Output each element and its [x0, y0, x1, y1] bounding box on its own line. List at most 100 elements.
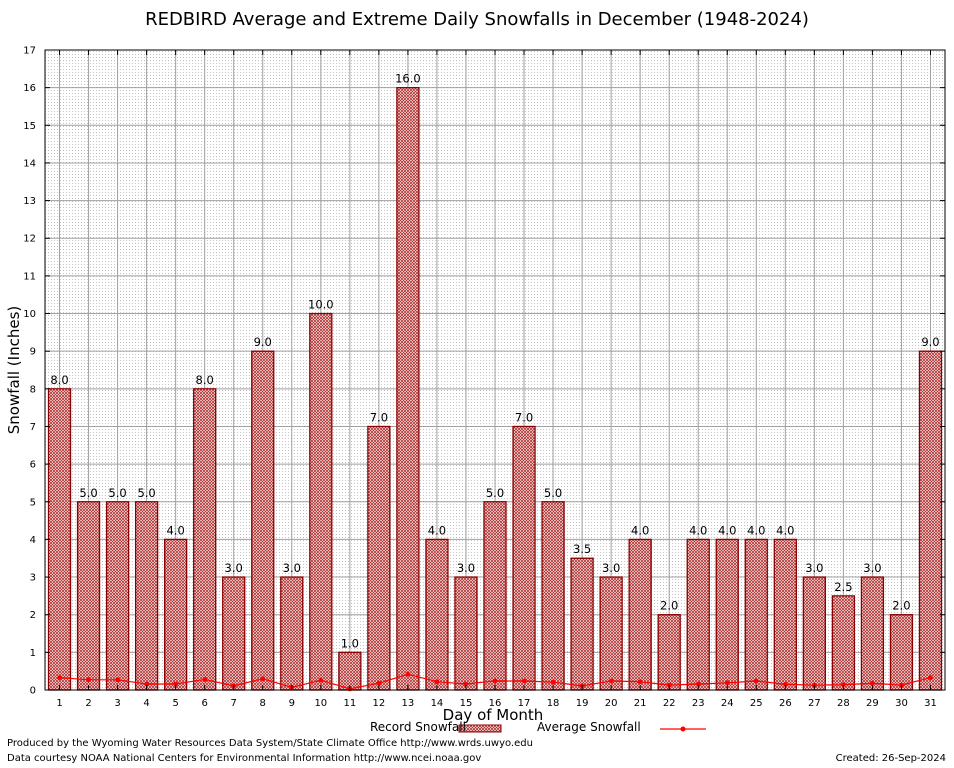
x-tick-label: 27 — [808, 698, 821, 709]
x-tick-label: 15 — [460, 698, 473, 709]
y-tick-label: 7 — [30, 422, 36, 433]
record-bar — [628, 538, 652, 691]
bar-value-label: 3.0 — [457, 561, 475, 575]
record-bar — [686, 538, 710, 691]
bar-value-label: 4.0 — [166, 523, 184, 537]
x-tick-label: 9 — [289, 698, 295, 709]
y-tick-label: 2 — [30, 610, 36, 621]
record-bar — [483, 501, 507, 691]
bar-value-label: 7.0 — [370, 410, 388, 424]
bar-value-label: 2.5 — [834, 580, 852, 594]
bar-value-label: 5.0 — [108, 486, 126, 500]
average-point — [782, 681, 788, 687]
x-tick-label: 19 — [576, 698, 589, 709]
x-tick-label: 30 — [895, 698, 908, 709]
y-tick-label: 4 — [30, 535, 36, 546]
legend-average-marker — [680, 726, 686, 732]
average-point — [637, 679, 643, 685]
record-bar — [251, 350, 275, 691]
x-tick-label: 5 — [172, 698, 178, 709]
x-tick-label: 8 — [260, 698, 266, 709]
record-bar — [715, 538, 739, 691]
y-tick-label: 1 — [30, 648, 36, 659]
average-point — [173, 681, 179, 687]
y-tick-label: 12 — [23, 234, 36, 245]
x-tick-label: 7 — [231, 698, 237, 709]
average-point — [115, 677, 120, 683]
y-tick-label: 17 — [23, 46, 36, 57]
average-point — [840, 682, 846, 688]
x-tick-label: 1 — [56, 698, 62, 709]
record-bar — [512, 425, 536, 691]
y-axis-label: Snowfall (Inches) — [5, 305, 23, 435]
y-tick-label: 9 — [30, 347, 36, 358]
bar-value-label: 3.0 — [225, 561, 243, 575]
record-bar — [47, 388, 72, 691]
average-point — [608, 678, 614, 684]
x-tick-label: 31 — [924, 698, 937, 709]
x-tick-label: 21 — [634, 698, 647, 709]
bar-value-label: 4.0 — [689, 523, 707, 537]
chart-title: REDBIRD Average and Extreme Daily Snowfa… — [145, 9, 809, 30]
record-bar — [918, 350, 943, 691]
x-tick-label: 10 — [314, 698, 327, 709]
x-tick-label: 20 — [605, 698, 618, 709]
average-point — [144, 681, 150, 687]
x-tick-label: 6 — [201, 698, 207, 709]
record-bar — [105, 501, 130, 691]
record-bar — [744, 538, 768, 691]
average-point — [376, 680, 382, 686]
bar-value-label: 5.0 — [137, 486, 155, 500]
x-tick-label: 11 — [343, 698, 356, 709]
bar-value-label: 1.0 — [341, 636, 359, 650]
bar-value-label: 3.0 — [805, 561, 823, 575]
record-bar — [425, 538, 449, 691]
average-point — [724, 680, 730, 686]
y-tick-label: 16 — [23, 83, 36, 94]
average-point — [202, 677, 208, 682]
average-point — [928, 675, 933, 680]
x-axis-label: Day of Month — [442, 706, 544, 724]
x-tick-label: 4 — [143, 698, 149, 709]
record-bar — [831, 595, 856, 691]
bar-value-label: 3.0 — [602, 561, 620, 575]
average-point — [434, 679, 440, 685]
record-bar — [396, 86, 420, 691]
bar-value-label: 5.0 — [486, 486, 504, 500]
record-bar — [657, 614, 681, 691]
footer-created: Created: 26-Sep-2024 — [835, 753, 946, 764]
x-tick-label: 24 — [721, 698, 734, 709]
record-bar — [802, 576, 827, 691]
x-tick-label: 28 — [837, 698, 850, 709]
y-tick-label: 15 — [23, 121, 36, 132]
record-bar — [338, 651, 362, 691]
average-point — [405, 671, 411, 677]
bar-value-label: 3.0 — [283, 561, 301, 575]
average-point — [521, 678, 527, 684]
bar-value-label: 2.0 — [892, 599, 910, 613]
average-point — [695, 681, 701, 687]
bar-value-label: 4.0 — [747, 523, 765, 537]
bar-value-label: 4.0 — [776, 523, 794, 537]
record-bar — [76, 501, 101, 691]
x-tick-label: 17 — [518, 698, 531, 709]
record-bar — [889, 614, 914, 691]
record-bar — [860, 576, 885, 691]
record-bar — [541, 501, 565, 691]
x-tick-label: 14 — [431, 698, 444, 709]
y-tick-label: 13 — [23, 196, 36, 207]
average-point — [318, 677, 324, 683]
bar-value-label: 9.0 — [921, 335, 939, 349]
record-bar — [193, 388, 217, 691]
y-tick-label: 0 — [30, 686, 36, 697]
x-tick-label: 12 — [373, 698, 386, 709]
bar-value-label: 3.0 — [863, 561, 881, 575]
legend-record-label: Record Snowfall — [370, 720, 466, 734]
record-bar — [773, 538, 797, 691]
y-tick-label: 8 — [30, 384, 36, 395]
bar-value-label: 4.0 — [631, 523, 649, 537]
legend-record-swatch — [458, 724, 502, 733]
y-tick-label: 6 — [30, 460, 36, 471]
x-tick-label: 3 — [114, 698, 120, 709]
